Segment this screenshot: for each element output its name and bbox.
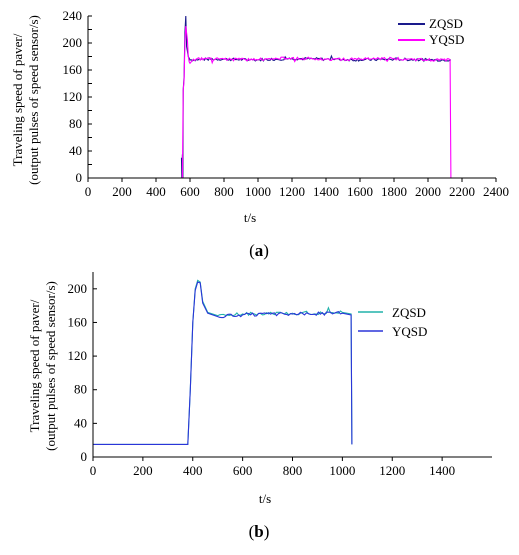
panel-a-y-tick-label: 160 [63, 62, 83, 77]
panel-a-y-tick-label: 120 [63, 89, 83, 104]
panel-a-legend: ZQSD YQSD [398, 16, 464, 47]
panel-b-legend: ZQSD YQSD [358, 305, 427, 339]
panel-b-y-axis-label-line2: (output pulses of speed sensor/s) [43, 281, 58, 451]
panel-a-series-yqsd-line [181, 26, 452, 179]
panel-a-x-tick-label: 1200 [279, 184, 305, 199]
panel-a-y-axis-label-line2: (output pulses of speed sensor/s) [26, 15, 41, 185]
panel-a-y-tick-label: 200 [63, 35, 83, 50]
panel-b-legend-label-yqsd: YQSD [392, 324, 427, 339]
panel-b-series-yqsd-line [93, 281, 353, 445]
panel-a-y-tick-label: 40 [69, 143, 82, 158]
panel-b-x-tick-label: 0 [90, 463, 97, 478]
panel-a-x-tick-label: 2200 [449, 184, 475, 199]
panel-b-x-tick-label: 600 [233, 463, 253, 478]
panel-b-y-tick-label: 200 [68, 281, 88, 296]
panel-a-legend-label-yqsd: YQSD [429, 32, 464, 47]
panel-b-x-tick-label: 1000 [329, 463, 355, 478]
panel-b-caption-letter: b [254, 522, 263, 541]
panel-a-x-tick-label: 1800 [381, 184, 407, 199]
panel-a-x-tick-label: 0 [85, 184, 92, 199]
panel-b-x-tick-label: 200 [133, 463, 153, 478]
panel-b-ticks: 0 200 400 600 800 1000 1200 1400 0 40 80 120 160 200 [68, 281, 456, 478]
panel-a-series [180, 15, 452, 179]
panel-a-x-axis-label: t/s [244, 210, 256, 225]
panel-a-x-tick-label: 2400 [483, 184, 509, 199]
panel-a-x-tick-label: 1400 [313, 184, 339, 199]
panel-a-y-tick-label: 240 [63, 8, 83, 23]
panel-b-series-zqsd-line [93, 279, 353, 445]
panel-a-caption-letter: a [255, 241, 264, 260]
panel-a-x-tick-label: 800 [214, 184, 234, 199]
panel-a-caption: (a) [249, 241, 269, 260]
panel-b-y-tick-label: 160 [68, 314, 88, 329]
panel-b-x-tick-label: 1400 [429, 463, 455, 478]
panel-b-y-tick-label: 0 [81, 449, 88, 464]
panel-b: 0 200 400 600 800 1000 1200 140004080120160200 … [27, 272, 492, 541]
panel-b-series [93, 279, 353, 445]
panel-a-y-tick-label: 0 [76, 170, 83, 185]
panel-b-x-tick-label: 1200 [379, 463, 405, 478]
panel-a-x-tick-label: 600 [180, 184, 200, 199]
panel-a-x-tick-label: 2000 [415, 184, 441, 199]
panel-a-y-tick-label: 80 [69, 116, 82, 131]
panel-a-legend-label-zqsd: ZQSD [429, 16, 463, 31]
panel-a-ticks: 0 200 400 600 800 1000 1200 1400 1600 1800 2000 220… [63, 8, 510, 199]
panel-b-y-tick-label: 120 [68, 348, 88, 363]
panel-b-x-tick-label: 800 [283, 463, 303, 478]
panel-a-x-tick-label: 400 [146, 184, 166, 199]
panel-b-caption: (b) [249, 522, 270, 541]
panel-b-legend-label-zqsd: ZQSD [392, 305, 426, 320]
panel-a: 0 200 400 600 800 1000 1200 1400 1600 1800 2000 220… [10, 8, 509, 260]
panel-b-x-tick-label: 400 [183, 463, 203, 478]
panel-b-y-axis-label-line1: Traveling speed of paver/ [27, 299, 42, 432]
panel-a-x-tick-label: 1000 [245, 184, 271, 199]
panel-b-x-axis-label: t/s [259, 491, 271, 506]
panel-a-y-axis-label-line1: Traveling speed of paver/ [10, 33, 25, 166]
panel-b-y-tick-label: 80 [74, 382, 87, 397]
panel-a-x-tick-label: 200 [112, 184, 132, 199]
panel-b-y-tick-label: 40 [74, 415, 87, 430]
panel-a-x-tick-label: 1600 [347, 184, 373, 199]
